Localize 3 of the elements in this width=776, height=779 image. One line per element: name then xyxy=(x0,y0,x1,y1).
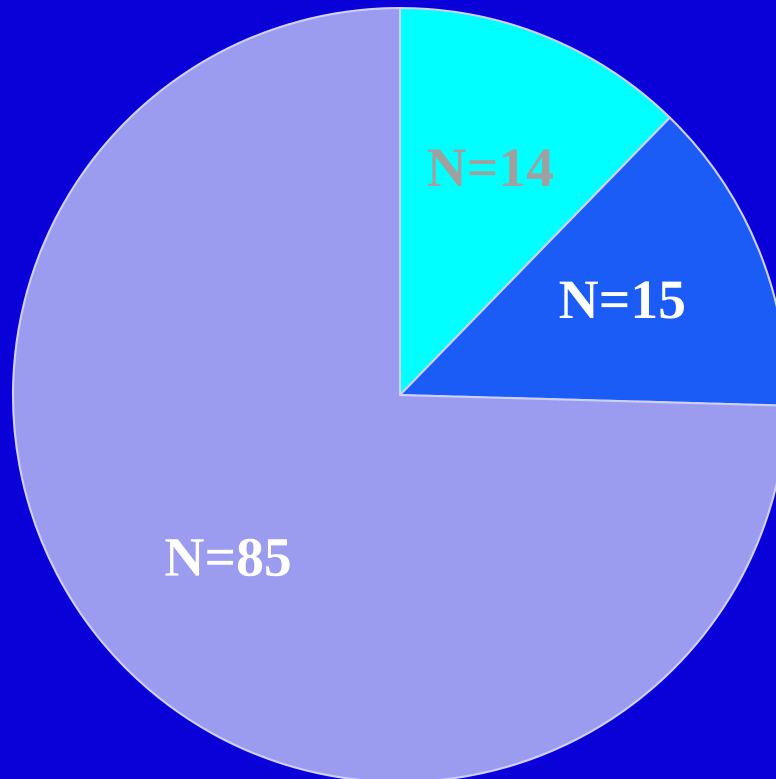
slice-label: N=85 xyxy=(165,538,290,576)
slice-label: N=14 xyxy=(428,149,553,186)
slice-label: N=15 xyxy=(560,281,684,319)
